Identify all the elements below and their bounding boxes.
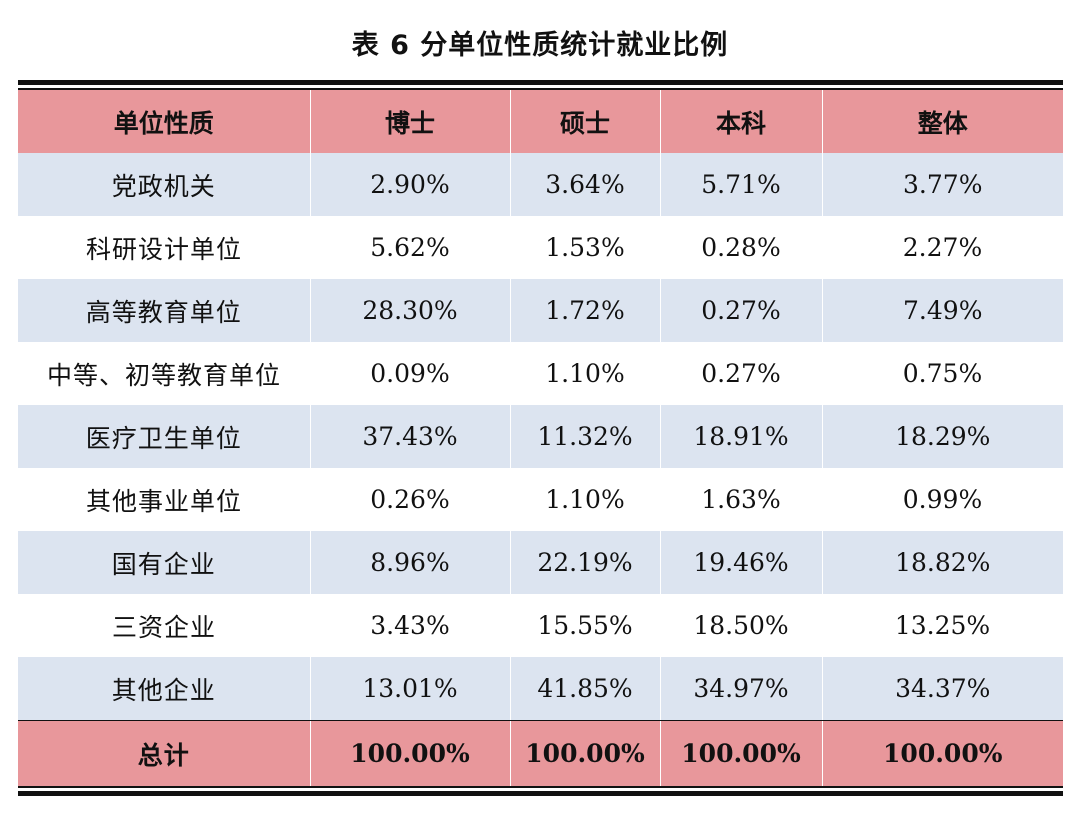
- row-overall: 34.37%: [821, 657, 1063, 720]
- table-caption: 表 6 分单位性质统计就业比例: [351, 30, 729, 61]
- table-row: 其他企业 13.01% 41.85% 34.97% 34.37%: [18, 657, 1063, 720]
- row-doctor: 28.30%: [309, 279, 510, 342]
- table-row: 中等、初等教育单位 0.09% 1.10% 0.27% 0.75%: [18, 342, 1063, 405]
- total-bachelor: 100.00%: [659, 721, 822, 786]
- row-bachelor: 19.46%: [659, 531, 822, 594]
- row-bachelor: 0.28%: [701, 233, 781, 262]
- row-overall: 18.82%: [821, 531, 1063, 594]
- row-overall: 0.99%: [902, 485, 983, 514]
- row-bachelor: 18.50%: [693, 611, 789, 640]
- bottom-rule-thin: [18, 786, 1063, 788]
- row-category: 三资企业: [111, 612, 216, 642]
- data-table: 单位性质 博士 硕士 本科 整体 党政机关 2.90% 3.64% 5.71% …: [18, 90, 1063, 786]
- row-category: 其他事业单位: [85, 486, 242, 516]
- top-rule-thick: [18, 80, 1063, 85]
- employment-table: 单位性质 博士 硕士 本科 整体 党政机关 2.90% 3.64% 5.71% …: [18, 80, 1063, 796]
- table-row: 党政机关 2.90% 3.64% 5.71% 3.77%: [18, 153, 1063, 216]
- row-overall: 7.49%: [821, 279, 1063, 342]
- row-master: 1.72%: [509, 279, 660, 342]
- header-row: 单位性质 博士 硕士 本科 整体: [18, 90, 1063, 153]
- row-bachelor: 18.91%: [659, 405, 822, 468]
- row-category: 国有企业: [111, 549, 216, 579]
- row-doctor: 0.09%: [370, 359, 450, 388]
- row-bachelor: 1.63%: [701, 485, 781, 514]
- row-master: 22.19%: [509, 531, 660, 594]
- row-doctor: 5.62%: [370, 233, 450, 262]
- row-doctor: 2.90%: [309, 153, 510, 216]
- row-doctor: 0.26%: [370, 485, 450, 514]
- table-body: 党政机关 2.90% 3.64% 5.71% 3.77% 科研设计单位 5.62…: [18, 153, 1063, 786]
- row-master: 41.85%: [509, 657, 660, 720]
- row-master: 15.55%: [537, 611, 633, 640]
- table-row: 高等教育单位 28.30% 1.72% 0.27% 7.49%: [18, 279, 1063, 342]
- top-rule-thin: [18, 88, 1063, 90]
- row-overall: 2.27%: [902, 233, 983, 262]
- row-doctor: 37.43%: [309, 405, 510, 468]
- bottom-rule-thick: [18, 791, 1063, 796]
- total-category: 总计: [137, 740, 190, 770]
- col-header-bachelor: 本科: [659, 90, 822, 153]
- total-row: 总计 100.00% 100.00% 100.00% 100.00%: [18, 721, 1063, 786]
- row-master: 1.10%: [545, 359, 625, 388]
- total-master: 100.00%: [509, 721, 660, 786]
- col-header-category: 单位性质: [113, 108, 214, 138]
- row-category: 其他企业: [111, 675, 216, 705]
- table-row: 医疗卫生单位 37.43% 11.32% 18.91% 18.29%: [18, 405, 1063, 468]
- row-category: 高等教育单位: [85, 297, 242, 327]
- table-row: 科研设计单位 5.62% 1.53% 0.28% 2.27%: [18, 216, 1063, 279]
- row-category: 医疗卫生单位: [85, 423, 242, 453]
- row-bachelor: 0.27%: [701, 359, 781, 388]
- row-category: 中等、初等教育单位: [46, 360, 281, 390]
- row-doctor: 13.01%: [309, 657, 510, 720]
- col-header-doctor: 博士: [309, 90, 510, 153]
- row-master: 1.10%: [545, 485, 625, 514]
- row-doctor: 8.96%: [309, 531, 510, 594]
- total-overall: 100.00%: [821, 721, 1063, 786]
- row-overall: 3.77%: [821, 153, 1063, 216]
- row-master: 11.32%: [509, 405, 660, 468]
- col-header-overall: 整体: [821, 90, 1063, 153]
- col-header-master: 硕士: [509, 90, 660, 153]
- total-separator: [18, 720, 1063, 721]
- row-bachelor: 34.97%: [659, 657, 822, 720]
- row-master: 3.64%: [509, 153, 660, 216]
- row-category: 党政机关: [111, 171, 216, 201]
- row-overall: 13.25%: [894, 611, 991, 640]
- row-bachelor: 0.27%: [659, 279, 822, 342]
- row-overall: 18.29%: [821, 405, 1063, 468]
- row-category: 科研设计单位: [85, 234, 242, 264]
- table-row: 三资企业 3.43% 15.55% 18.50% 13.25%: [18, 594, 1063, 657]
- row-bachelor: 5.71%: [659, 153, 822, 216]
- row-master: 1.53%: [545, 233, 625, 262]
- table-row: 其他事业单位 0.26% 1.10% 1.63% 0.99%: [18, 468, 1063, 531]
- row-overall: 0.75%: [902, 359, 983, 388]
- table-row: 国有企业 8.96% 22.19% 19.46% 18.82%: [18, 531, 1063, 594]
- row-doctor: 3.43%: [370, 611, 450, 640]
- total-doctor: 100.00%: [309, 721, 510, 786]
